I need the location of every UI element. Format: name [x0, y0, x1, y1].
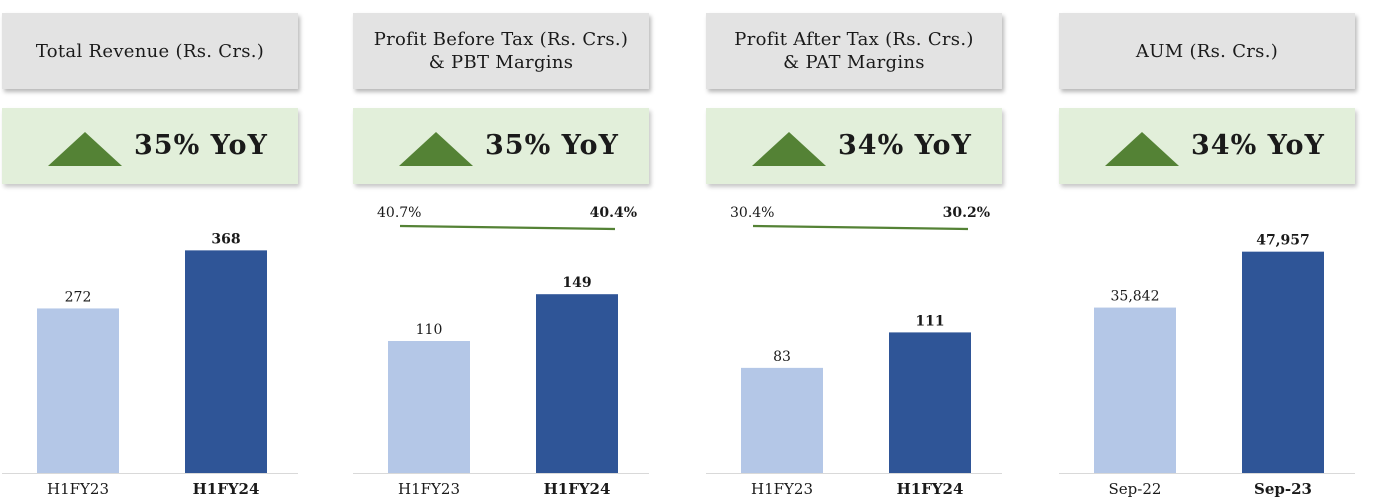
- x-tick-label: H1FY23: [751, 480, 813, 497]
- panel-total-revenue: Total Revenue (Rs. Crs.) 35% YoY 272 H1FY…: [2, 0, 302, 497]
- data-label: 47,957: [1256, 233, 1310, 249]
- x-tick-label: H1FY24: [193, 480, 260, 497]
- margin-label: 30.2%: [943, 205, 990, 221]
- panel-pat: Profit After Tax (Rs. Crs.) & PAT Margin…: [706, 0, 1006, 497]
- bar-h1fy24: [185, 250, 267, 473]
- chart-pbt: 110 H1FY23 149 H1FY24 40.7% 40.4%: [353, 205, 649, 497]
- margin-line: [752, 224, 969, 231]
- panel-pbt: Profit Before Tax (Rs. Crs.) & PBT Margi…: [353, 0, 653, 497]
- yoy-box: 34% YoY: [706, 108, 1002, 184]
- panel-title: AUM (Rs. Crs.): [1059, 13, 1355, 89]
- yoy-growth: 34% YoY: [838, 130, 972, 161]
- up-triangle-icon: [1105, 132, 1179, 166]
- bar-h1fy23: [741, 367, 823, 473]
- bar-h1fy23: [37, 308, 119, 473]
- yoy-box: 35% YoY: [2, 108, 298, 184]
- data-label: 111: [915, 313, 944, 329]
- data-label: 368: [211, 231, 240, 247]
- x-tick-label: Sep-23: [1254, 480, 1312, 497]
- yoy-growth: 35% YoY: [485, 130, 619, 161]
- up-triangle-icon: [752, 132, 826, 166]
- chart-pat: 83 H1FY23 111 H1FY24 30.4% 30.2%: [706, 205, 1002, 497]
- margin-label: 30.4%: [730, 205, 774, 221]
- panel-title: Profit After Tax (Rs. Crs.) & PAT Margin…: [706, 13, 1002, 89]
- data-label: 272: [65, 289, 92, 305]
- up-triangle-icon: [48, 132, 122, 166]
- yoy-growth: 35% YoY: [134, 130, 268, 161]
- data-label: 35,842: [1111, 289, 1160, 305]
- x-tick-label: H1FY24: [544, 480, 611, 497]
- margin-line: [399, 224, 616, 231]
- data-label: 149: [562, 275, 591, 291]
- margin-label: 40.4%: [590, 205, 637, 221]
- bar-sep-23: [1242, 251, 1324, 473]
- bar-h1fy23: [388, 341, 470, 473]
- bar-sep-22: [1094, 307, 1176, 473]
- bar-h1fy24: [889, 332, 971, 473]
- data-label: 110: [416, 322, 443, 338]
- panel-aum: AUM (Rs. Crs.) 34% YoY 35,842 Sep-22 47,95…: [1059, 0, 1359, 497]
- yoy-box: 34% YoY: [1059, 108, 1355, 184]
- x-tick-label: Sep-22: [1109, 480, 1162, 497]
- x-tick-label: H1FY23: [398, 480, 460, 497]
- bar-h1fy24: [536, 294, 618, 473]
- x-tick-label: H1FY23: [47, 480, 109, 497]
- margin-label: 40.7%: [377, 205, 421, 221]
- panel-title: Total Revenue (Rs. Crs.): [2, 13, 298, 89]
- up-triangle-icon: [399, 132, 473, 166]
- chart-aum: 35,842 Sep-22 47,957 Sep-23: [1059, 233, 1355, 497]
- yoy-growth: 34% YoY: [1191, 130, 1325, 161]
- yoy-box: 35% YoY: [353, 108, 649, 184]
- panel-title: Profit Before Tax (Rs. Crs.) & PBT Margi…: [353, 13, 649, 89]
- x-tick-label: H1FY24: [897, 480, 964, 497]
- data-label: 83: [773, 349, 791, 365]
- chart-total-revenue: 272 H1FY23 368 H1FY24: [2, 231, 298, 497]
